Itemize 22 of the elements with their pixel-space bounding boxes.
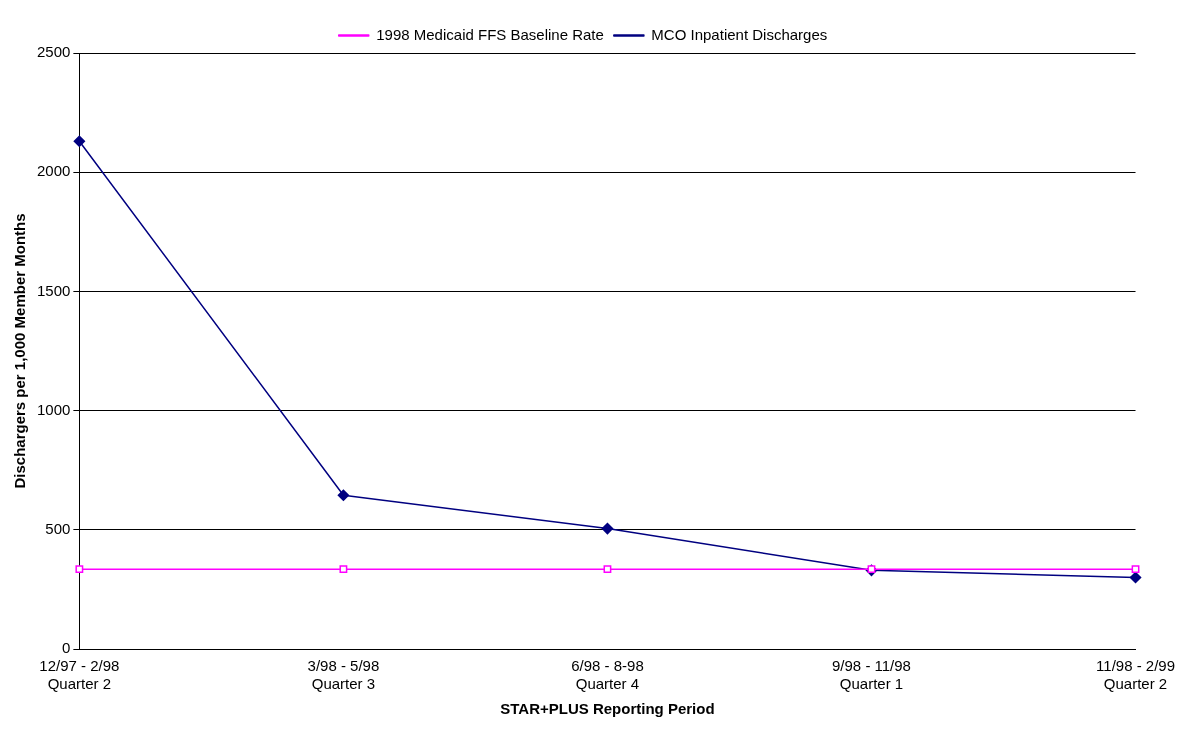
point <box>1131 565 1140 574</box>
point <box>73 135 86 147</box>
x-tick-label: 12/97 - 2/98 Quarter 2 <box>39 657 120 693</box>
legend-label: MCO Inpatient Discharges <box>651 25 828 43</box>
y-tick-label: 500 <box>45 519 71 537</box>
point <box>339 565 348 574</box>
point <box>601 522 614 535</box>
point <box>337 489 350 501</box>
x-tick-label: 6/98 - 8-98 Quarter 4 <box>571 657 644 693</box>
y-tick-label: 1000 <box>36 400 71 418</box>
x-tick-label: 11/98 - 2/99 Quarter 2 <box>1096 657 1175 693</box>
y-axis-title: Dischargers per 1,000 Member Months <box>11 213 29 489</box>
point <box>75 565 84 574</box>
x-axis-title: STAR+PLUS Reporting Period <box>500 700 715 718</box>
x-tick-label: 3/98 - 5/98 Quarter 3 <box>307 657 380 693</box>
point <box>603 565 612 574</box>
y-tick-label: 1500 <box>36 281 71 299</box>
y-tick-label: 2000 <box>36 162 71 180</box>
y-tick-label: 0 <box>62 639 71 657</box>
legend-label: 1998 Medicaid FFS Baseline Rate <box>376 25 604 43</box>
y-tick-label: 2500 <box>36 43 71 61</box>
x-tick-label: 9/98 - 11/98 Quarter 1 <box>832 657 911 693</box>
